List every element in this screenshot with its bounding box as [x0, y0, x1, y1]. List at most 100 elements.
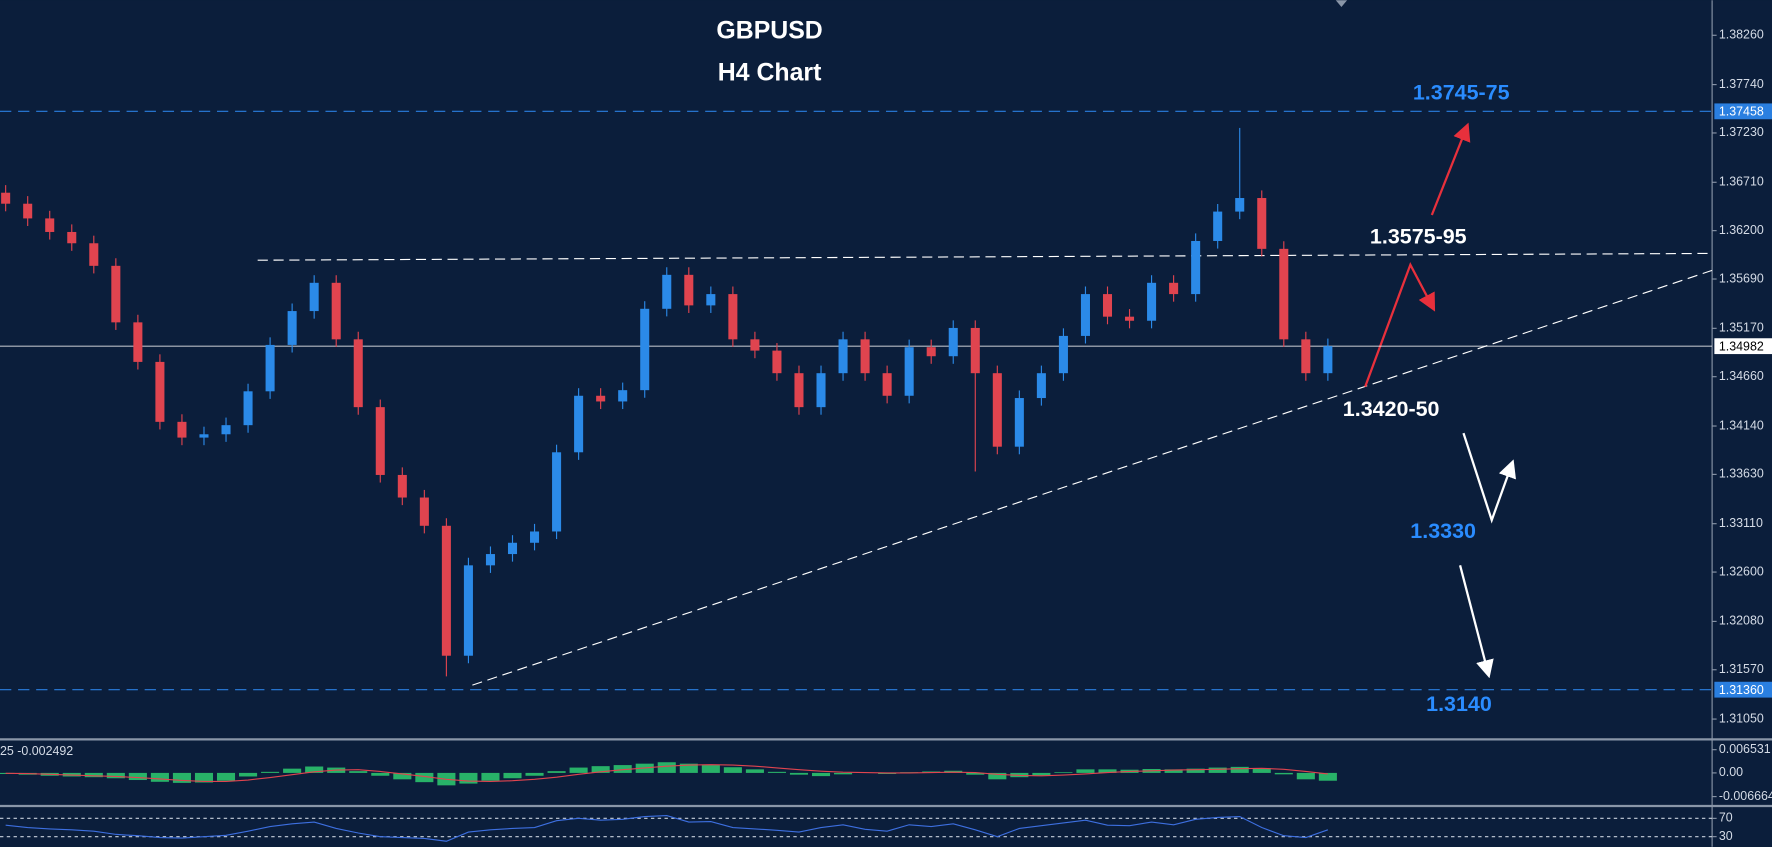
macd-bar: [349, 771, 368, 773]
candle-body: [1147, 282, 1157, 321]
macd-bar: [1098, 769, 1117, 773]
candle-body: [287, 311, 297, 345]
price-label: 1.37458: [1719, 105, 1764, 119]
macd-bar: [789, 772, 809, 775]
macd-bar: [569, 767, 588, 773]
macd-bar: [172, 772, 191, 783]
candle-body: [111, 265, 121, 323]
rsi-line: [5, 815, 1329, 842]
candle-body: [1058, 335, 1068, 374]
candle-body: [89, 243, 99, 266]
y-tick-label: 1.35690: [1719, 271, 1764, 285]
macd-bar: [966, 772, 985, 775]
macd-bar: [1252, 768, 1271, 773]
candle-body: [618, 390, 628, 402]
y-tick-label: 1.34140: [1719, 418, 1764, 432]
candle-body: [706, 294, 716, 306]
y-tick-label: 0.00: [1719, 765, 1743, 779]
candle-body: [838, 339, 848, 374]
macd-bar: [1230, 766, 1249, 773]
candle-body: [221, 425, 231, 435]
macd-bar: [613, 765, 632, 773]
y-tick-label: 1.37230: [1719, 125, 1764, 139]
candle-body: [772, 350, 782, 374]
macd-bar: [371, 772, 390, 776]
macd-bar: [1274, 772, 1293, 775]
candle-body: [640, 308, 650, 391]
macd-bar: [106, 772, 125, 779]
macd-bar: [679, 763, 698, 773]
scroll-marker: [1335, 0, 1348, 8]
candle-body: [882, 373, 892, 396]
y-tick-label: 1.37740: [1719, 77, 1764, 91]
candle-body: [816, 373, 826, 408]
macd-bar: [393, 772, 412, 780]
y-tick-label: 1.31570: [1719, 662, 1764, 676]
y-tick-label: 1.32600: [1719, 564, 1764, 578]
candle-body: [155, 361, 165, 422]
candle-body: [794, 373, 804, 408]
candle-body: [552, 452, 562, 532]
macd-bar: [1054, 772, 1073, 773]
indicator-label: 25 -0.002492: [0, 744, 73, 758]
candle-body: [1169, 282, 1179, 295]
macd-bar: [503, 772, 522, 779]
candles: [0, 110, 1713, 691]
candle-body: [1, 192, 11, 204]
macd-bar: [481, 772, 500, 781]
chart-subtitle: H4 Chart: [718, 58, 822, 86]
macd-bar: [1032, 772, 1051, 776]
macd-bar: [459, 772, 478, 784]
y-tick-label: -0.006664: [1719, 789, 1772, 803]
y-tick-label: 1.31050: [1719, 711, 1764, 725]
price-label: 1.31360: [1719, 683, 1764, 697]
candle-body: [992, 373, 1002, 447]
macd-bar: [1076, 769, 1095, 773]
y-tick-label: 30: [1719, 829, 1733, 843]
candle-body: [750, 339, 760, 351]
y-tick-label: 1.34660: [1719, 369, 1764, 383]
arrow: [1430, 122, 1471, 216]
annotation: 1.3420-50: [1343, 397, 1440, 421]
macd-bar: [767, 771, 786, 773]
annotation: 1.3745-75: [1413, 81, 1510, 105]
candle-body: [331, 282, 341, 340]
macd-bar: [1296, 772, 1315, 780]
macd-bar: [525, 772, 544, 776]
candle-body: [243, 391, 253, 426]
price-label-box: [1714, 103, 1772, 120]
candle-body: [860, 339, 870, 374]
candle-body: [199, 434, 209, 438]
trend-line: [472, 269, 1713, 686]
candle-body: [1036, 373, 1046, 399]
candle-body: [574, 395, 584, 453]
macd-bar: [547, 771, 566, 773]
macd-bar: [701, 765, 720, 773]
candle-body: [507, 542, 518, 555]
candle-body: [67, 231, 77, 244]
candle-body: [397, 474, 407, 498]
macd-bar: [723, 767, 742, 773]
y-tick-label: 1.36200: [1719, 223, 1764, 237]
macd-bar: [261, 771, 280, 773]
candle-body: [1102, 294, 1113, 317]
candle-body: [970, 327, 980, 374]
candle-body: [1235, 198, 1245, 212]
candle-body: [1279, 248, 1289, 340]
macd-bar: [745, 769, 764, 773]
y-tick-label: 70: [1719, 811, 1733, 825]
annotation: 1.3330: [1410, 519, 1476, 543]
y-tick-label: 1.33630: [1719, 467, 1764, 481]
annotation: 1.3575-95: [1370, 224, 1467, 248]
candle-body: [926, 347, 936, 357]
macd-bar: [591, 766, 610, 773]
macd-bar: [1208, 767, 1227, 773]
candle-body: [596, 395, 606, 402]
candle-body: [1080, 294, 1090, 336]
candle-body: [265, 344, 275, 392]
candle-body: [1191, 240, 1201, 295]
candle-body: [1257, 198, 1267, 249]
